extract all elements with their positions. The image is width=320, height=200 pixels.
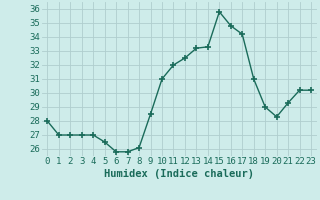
X-axis label: Humidex (Indice chaleur): Humidex (Indice chaleur) xyxy=(104,169,254,179)
